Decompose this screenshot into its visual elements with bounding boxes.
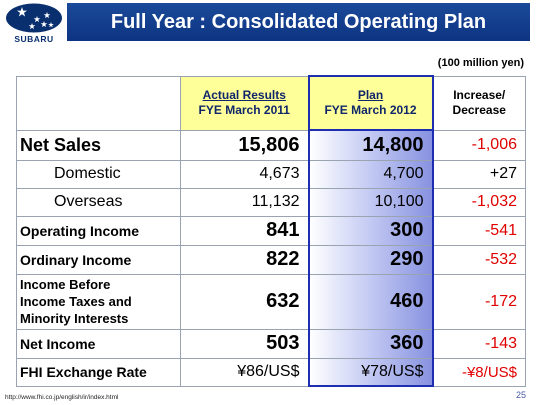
page-number: 25 bbox=[515, 390, 526, 400]
change-value: -143 bbox=[432, 328, 526, 359]
row-label: Overseas bbox=[16, 187, 181, 217]
subaru-logo: SUBARU bbox=[4, 2, 64, 47]
header-plan-line2: FYE March 2012 bbox=[324, 103, 417, 117]
actual-value: 841 bbox=[180, 215, 309, 246]
plan-value: ¥78/US$ bbox=[307, 357, 434, 387]
slide-title: Full Year : Consolidated Operating Plan bbox=[67, 3, 530, 41]
plan-value: 14,800 bbox=[307, 129, 434, 161]
change-value: -532 bbox=[432, 244, 526, 275]
table-row-net-sales: Net Sales 15,806 14,800 -1,006 bbox=[16, 129, 526, 161]
header-increase-decrease: Increase/ Decrease bbox=[432, 75, 526, 131]
actual-value: 11,132 bbox=[180, 187, 309, 217]
table-row-exchange-rate: FHI Exchange Rate ¥86/US$ ¥78/US$ -¥8/US… bbox=[16, 357, 526, 387]
row-label: FHI Exchange Rate bbox=[16, 357, 181, 387]
row-label: Ordinary Income bbox=[16, 244, 181, 275]
plan-value: 460 bbox=[307, 273, 434, 330]
table-header-row: Actual Results FYE March 2011 Plan FYE M… bbox=[16, 75, 526, 131]
header-plan-line1: Plan bbox=[357, 88, 384, 102]
header-change-line1: Increase/ bbox=[453, 88, 506, 102]
plan-value: 10,100 bbox=[307, 187, 434, 217]
plan-value: 4,700 bbox=[307, 159, 434, 189]
table-row-overseas: Overseas 11,132 10,100 -1,032 bbox=[16, 187, 526, 217]
change-value: -¥8/US$ bbox=[432, 357, 526, 387]
plan-value: 360 bbox=[307, 328, 434, 359]
change-value: -172 bbox=[432, 273, 526, 330]
row-label-line: Income Taxes and bbox=[20, 294, 132, 309]
row-label: Operating Income bbox=[16, 215, 181, 246]
header-actual-results: Actual Results FYE March 2011 bbox=[180, 75, 309, 131]
actual-value: 822 bbox=[180, 244, 309, 275]
unit-note: (100 million yen) bbox=[437, 57, 524, 69]
table-row-income-before-taxes: Income Before Income Taxes and Minority … bbox=[16, 273, 526, 330]
change-value: -1,032 bbox=[432, 187, 526, 217]
table-row-net-income: Net Income 503 360 -143 bbox=[16, 328, 526, 359]
plan-value: 290 bbox=[307, 244, 434, 275]
footer-url[interactable]: http://www.fhi.co.jp/english/ir/index.ht… bbox=[5, 394, 119, 401]
row-label-line: Income Before bbox=[20, 277, 111, 292]
header-actual-line1: Actual Results bbox=[202, 88, 286, 102]
actual-value: 503 bbox=[180, 328, 309, 359]
pleiades-logo-icon bbox=[6, 3, 62, 33]
change-value: -541 bbox=[432, 215, 526, 246]
table-row-operating-income: Operating Income 841 300 -541 bbox=[16, 215, 526, 246]
change-value: -1,006 bbox=[432, 129, 526, 161]
plan-value: 300 bbox=[307, 215, 434, 246]
row-label: Domestic bbox=[16, 159, 181, 189]
table-row-domestic: Domestic 4,673 4,700 +27 bbox=[16, 159, 526, 189]
row-label: Net Income bbox=[16, 328, 181, 359]
logo-wordmark: SUBARU bbox=[14, 34, 54, 44]
row-label-line: Minority Interests bbox=[20, 311, 129, 326]
change-value: +27 bbox=[432, 159, 526, 189]
actual-value: 632 bbox=[180, 273, 309, 330]
actual-value: ¥86/US$ bbox=[180, 357, 309, 387]
header-blank-cell bbox=[16, 75, 181, 131]
row-label: Net Sales bbox=[16, 129, 181, 161]
header-change-line2: Decrease bbox=[452, 103, 506, 117]
actual-value: 4,673 bbox=[180, 159, 309, 189]
header-actual-line2: FYE March 2011 bbox=[198, 103, 290, 117]
header-plan: Plan FYE March 2012 bbox=[307, 75, 434, 131]
actual-value: 15,806 bbox=[180, 129, 309, 161]
row-label-multiline: Income Before Income Taxes and Minority … bbox=[16, 273, 181, 330]
operating-plan-table: Actual Results FYE March 2011 Plan FYE M… bbox=[16, 75, 526, 387]
table-row-ordinary-income: Ordinary Income 822 290 -532 bbox=[16, 244, 526, 275]
